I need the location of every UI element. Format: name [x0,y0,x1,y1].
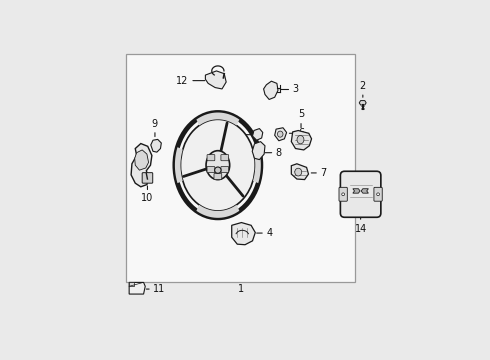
Text: 6: 6 [298,128,304,138]
Text: 2: 2 [360,81,366,91]
Text: 1: 1 [238,284,244,293]
Text: 13: 13 [228,130,241,140]
Text: 7: 7 [320,168,327,178]
Polygon shape [175,147,183,183]
Text: 5: 5 [298,109,304,120]
Polygon shape [359,100,366,105]
Ellipse shape [377,193,379,196]
Text: 14: 14 [354,224,367,234]
Polygon shape [196,113,239,126]
Polygon shape [292,131,312,150]
Polygon shape [232,222,255,245]
Polygon shape [253,147,261,183]
Ellipse shape [215,167,221,173]
Polygon shape [205,71,226,89]
Ellipse shape [342,193,344,196]
FancyBboxPatch shape [221,167,229,173]
Polygon shape [131,144,152,187]
FancyBboxPatch shape [207,167,215,173]
FancyBboxPatch shape [339,187,347,201]
FancyBboxPatch shape [214,174,222,180]
Polygon shape [151,139,161,152]
Text: 3: 3 [293,85,299,94]
Ellipse shape [277,131,283,137]
Ellipse shape [180,120,255,211]
Polygon shape [361,189,368,193]
Polygon shape [264,81,278,99]
Polygon shape [292,164,309,180]
Ellipse shape [295,168,302,176]
FancyBboxPatch shape [207,155,215,161]
FancyBboxPatch shape [374,187,382,201]
Polygon shape [135,150,148,170]
Polygon shape [252,129,263,140]
Ellipse shape [297,135,304,144]
Bar [126,54,355,282]
Text: 9: 9 [152,119,158,129]
Text: 11: 11 [153,284,165,294]
Polygon shape [353,189,360,193]
FancyBboxPatch shape [341,171,381,217]
FancyBboxPatch shape [221,155,229,161]
Polygon shape [129,283,145,294]
Text: 8: 8 [275,148,282,158]
Text: 12: 12 [176,76,189,86]
Text: 10: 10 [141,193,153,203]
Ellipse shape [206,151,230,180]
Polygon shape [196,205,239,218]
Text: 4: 4 [267,228,272,238]
FancyBboxPatch shape [142,173,153,183]
Polygon shape [129,283,134,286]
Polygon shape [275,128,287,141]
Polygon shape [252,141,265,159]
